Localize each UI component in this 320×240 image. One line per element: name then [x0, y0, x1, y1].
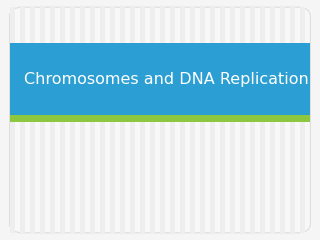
Bar	[60, 7, 65, 233]
Bar	[230, 7, 235, 233]
Bar	[290, 7, 295, 233]
Bar	[140, 7, 145, 233]
Bar	[70, 7, 75, 233]
FancyBboxPatch shape	[10, 7, 310, 233]
Bar	[80, 7, 85, 233]
Bar	[30, 7, 35, 233]
Bar	[190, 7, 195, 233]
Bar	[160, 7, 165, 233]
Bar	[260, 7, 265, 233]
Bar	[180, 7, 185, 233]
Bar	[300, 7, 305, 233]
Bar	[270, 7, 275, 233]
Bar	[130, 7, 135, 233]
Text: Chromosomes and DNA Replication: Chromosomes and DNA Replication	[24, 72, 309, 87]
Bar	[200, 7, 205, 233]
Bar	[10, 115, 310, 122]
Bar	[110, 7, 115, 233]
Bar	[10, 43, 310, 115]
Bar	[280, 7, 285, 233]
Bar	[220, 7, 225, 233]
Bar	[50, 7, 55, 233]
Bar	[250, 7, 255, 233]
Bar	[240, 7, 245, 233]
Bar	[20, 7, 25, 233]
Bar	[100, 7, 105, 233]
Bar	[170, 7, 175, 233]
Bar	[120, 7, 125, 233]
Bar	[150, 7, 155, 233]
Bar	[40, 7, 45, 233]
Bar	[210, 7, 215, 233]
Bar	[90, 7, 95, 233]
Bar	[10, 7, 15, 233]
